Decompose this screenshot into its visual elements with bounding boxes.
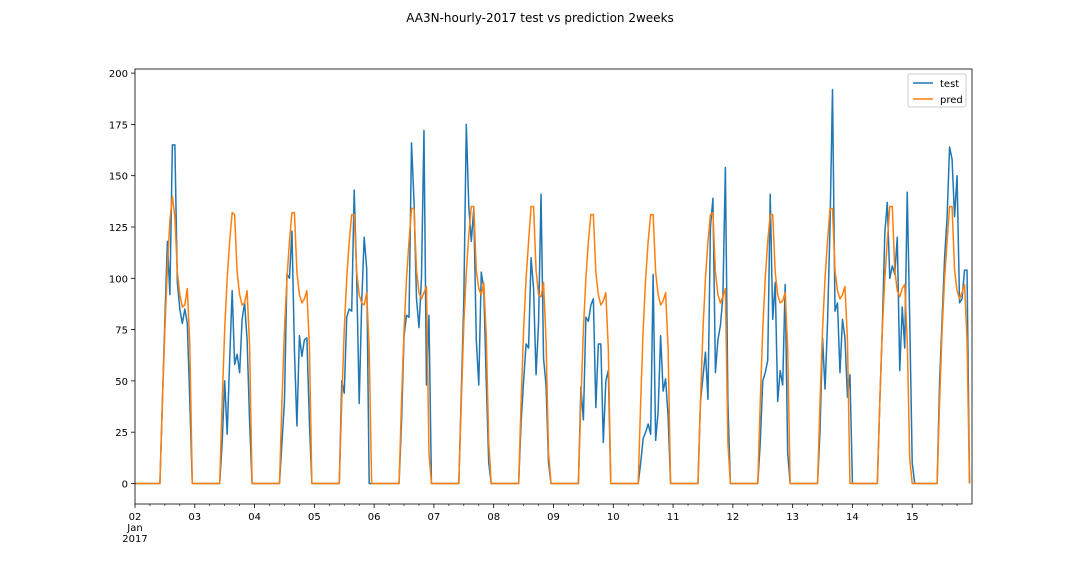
x-tick-label: 07 (428, 512, 441, 523)
y-tick-label: 200 (109, 69, 128, 80)
legend: test pred (907, 73, 967, 108)
x-axis: 02 Jan 2017 03 04 05 06 07 08 09 10 11 12 13 14 15 (122, 504, 958, 545)
y-tick-label: 125 (109, 223, 128, 234)
x-tick-label: 04 (248, 512, 261, 523)
series-line-pred (135, 195, 971, 485)
y-tick-label: 50 (115, 377, 128, 388)
chart-title: AA3N-hourly-2017 test vs prediction 2wee… (406, 11, 674, 25)
x-tick-label: 05 (308, 512, 321, 523)
axes-frame (134, 68, 973, 505)
y-tick-label: 0 (122, 479, 128, 490)
x-tick-label: 10 (607, 512, 620, 523)
y-tick-label: 25 (115, 428, 128, 439)
x-tick-label: 08 (487, 512, 500, 523)
x-tick-label: 09 (547, 512, 560, 523)
x-tick-label: 03 (188, 512, 201, 523)
x-tick-label: 12 (726, 512, 739, 523)
y-axis: 0 25 50 75 100 125 150 175 200 (109, 69, 135, 490)
x-tick-label: 06 (368, 512, 381, 523)
x-tick-label: 02 Jan 2017 (122, 512, 147, 545)
legend-label-pred: pred (940, 95, 963, 106)
y-tick-label: 150 (109, 172, 128, 183)
series-layer (134, 68, 973, 505)
y-tick-label: 100 (109, 274, 128, 285)
x-tick-label: 13 (786, 512, 799, 523)
legend-label-test: test (940, 79, 959, 90)
y-tick-label: 75 (115, 326, 128, 337)
y-tick-label: 175 (109, 120, 128, 131)
x-tick-label: 14 (846, 512, 859, 523)
x-tick-label: 11 (667, 512, 680, 523)
x-tick-label: 15 (906, 512, 919, 523)
